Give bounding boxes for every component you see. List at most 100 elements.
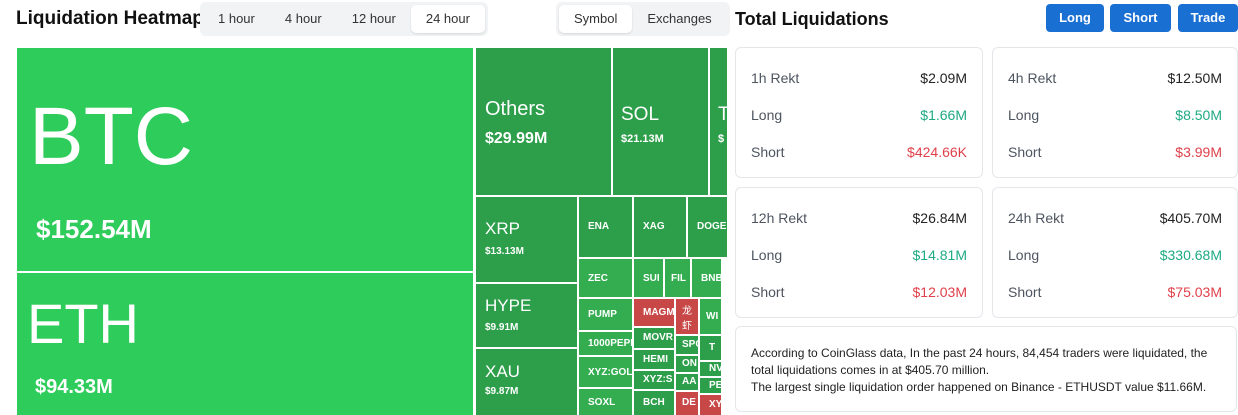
tile-magm[interactable]: MAGM [634, 299, 674, 326]
tile-xau-symbol: XAU [485, 362, 520, 381]
tile-ond[interactable]: ON [676, 356, 698, 372]
tile-movr[interactable]: MOVR [634, 328, 674, 348]
tile-zec[interactable]: ZEC [579, 259, 632, 297]
tile-xyzgold[interactable]: XYZ:GOL [579, 357, 632, 387]
card-24h-long-row: Long $330.68M [1008, 245, 1222, 265]
tile-xrp-symbol: XRP [485, 219, 520, 238]
tile-xyzs-symbol: XYZ:S [643, 374, 673, 385]
tile-sol-symbol: SOL [621, 104, 660, 125]
note-line-1: According to CoinGlass data, In the past… [751, 346, 1208, 360]
group-option-symbol[interactable]: Symbol [559, 5, 633, 33]
tile-zec-symbol: ZEC [588, 273, 608, 284]
card-label: 12h Rekt [751, 210, 808, 226]
time-option-1h[interactable]: 1 hour [218, 11, 255, 26]
tile-pump[interactable]: PUMP [579, 299, 632, 330]
card-total: $405.70M [1159, 210, 1222, 226]
note-line-3: The largest single liquidation order hap… [751, 380, 1207, 394]
card-12h-rekt: 12h Rekt $26.84M Long $14.81M Short $12.03M [735, 187, 983, 318]
long-button[interactable]: Long [1046, 4, 1104, 32]
tile-eth[interactable]: ETH $94.33M [17, 273, 473, 415]
tile-ond-symbol: ON [682, 358, 697, 369]
card-4h-short-row: Short $3.99M [1008, 142, 1222, 162]
tile-t[interactable]: T $ [710, 48, 727, 195]
tile-ena-symbol: ENA [588, 221, 610, 232]
card-total: $26.84M [912, 210, 967, 226]
tile-xrp-value: $13.13M [485, 246, 524, 257]
card-total: $2.09M [920, 70, 967, 86]
tile-hype[interactable]: HYPE $9.91M [476, 284, 577, 347]
short-value: $3.99M [1175, 144, 1222, 160]
tile-t2[interactable]: T [700, 336, 721, 360]
short-label: Short [751, 284, 785, 300]
tile-t2-symbol: T [709, 342, 716, 353]
group-option-exchanges[interactable]: Exchanges [647, 11, 712, 26]
time-option-24h[interactable]: 24 hour [410, 5, 485, 33]
tile-spo-symbol: SPO [682, 339, 698, 350]
tile-movr-symbol: MOVR [643, 332, 673, 343]
tile-bnb[interactable]: BNB [692, 259, 721, 297]
tile-cn-token[interactable]: 龙 虾 [676, 299, 698, 334]
card-4h-long-row: Long $8.50M [1008, 105, 1222, 125]
liquidation-summary-note: According to CoinGlass data, In the past… [735, 326, 1237, 412]
tile-hemi-symbol: HEMI [643, 354, 668, 365]
tile-bch[interactable]: BCH [634, 391, 674, 415]
tile-aa[interactable]: AA [676, 374, 698, 390]
card-24h-total-row: 24h Rekt $405.70M [1008, 208, 1222, 228]
short-label: Short [1008, 284, 1042, 300]
short-label: Short [1008, 144, 1042, 160]
long-label: Long [751, 247, 783, 263]
liquidation-heatmap: BTC $152.54M ETH $94.33M Others $29.99M … [0, 40, 727, 415]
card-4h-total-row: 4h Rekt $12.50M [1008, 68, 1222, 88]
tile-xyzs[interactable]: XYZ:S [634, 371, 674, 389]
tile-doge[interactable]: DOGE [688, 197, 727, 257]
card-1h-total-row: 1h Rekt $2.09M [751, 68, 967, 88]
tile-hype-symbol: HYPE [485, 296, 532, 315]
tile-btc[interactable]: BTC $152.54M [17, 48, 473, 271]
card-1h-long-row: Long $1.66M [751, 105, 967, 125]
short-value: $424.66K [907, 144, 967, 160]
long-label: Long [1008, 107, 1040, 123]
tile-1000pepe[interactable]: 1000PEPE [579, 332, 632, 355]
tile-magm-symbol: MAGM [643, 307, 674, 318]
tile-xau-value: $9.87M [485, 386, 519, 397]
short-button[interactable]: Short [1110, 4, 1171, 32]
tile-wi[interactable]: WI [700, 299, 721, 334]
tile-de[interactable]: DE [676, 392, 698, 415]
tile-spo[interactable]: SPO [676, 336, 698, 354]
tile-pe[interactable]: PE [700, 378, 721, 393]
tile-sui[interactable]: SUI [634, 259, 663, 297]
tile-nv[interactable]: NV [700, 362, 721, 376]
tile-hemi[interactable]: HEMI [634, 350, 674, 369]
tile-bch-symbol: BCH [643, 397, 665, 408]
tile-sol-value: $21.13M [621, 133, 664, 145]
tile-wi-symbol: WI [706, 311, 719, 322]
tile-xrp[interactable]: XRP $13.13M [476, 197, 577, 282]
tile-btc-value: $152.54M [36, 214, 152, 244]
long-label: Long [751, 107, 783, 123]
tile-soxl-symbol: SOXL [588, 397, 616, 408]
total-liquidations-title: Total Liquidations [735, 9, 889, 29]
tile-soxl[interactable]: SOXL [579, 389, 632, 415]
tile-de-symbol: DE [682, 397, 696, 408]
trade-button[interactable]: Trade [1178, 4, 1238, 32]
tile-xy-symbol: XY [709, 399, 721, 410]
tile-btc-symbol: BTC [29, 91, 193, 182]
tile-eth-symbol: ETH [27, 292, 139, 355]
tile-cn-long-char: 龙 [682, 306, 692, 317]
time-option-4h[interactable]: 4 hour [284, 11, 322, 26]
tile-others[interactable]: Others $29.99M [476, 48, 611, 195]
tile-xau[interactable]: XAU $9.87M [476, 349, 577, 415]
tile-sol[interactable]: SOL $21.13M [613, 48, 708, 195]
tile-xag[interactable]: XAG [634, 197, 686, 257]
tile-fil-symbol: FIL [671, 273, 686, 284]
tile-ena[interactable]: ENA [579, 197, 632, 257]
note-line-2: total liquidations comes in at $405.70 m… [751, 363, 990, 377]
tile-xy[interactable]: XY [700, 395, 721, 415]
tile-nv-symbol: NV [709, 363, 721, 374]
card-12h-long-row: Long $14.81M [751, 245, 967, 265]
tile-fil[interactable]: FIL [665, 259, 690, 297]
card-12h-short-row: Short $12.03M [751, 282, 967, 302]
tile-others-value: $29.99M [485, 130, 548, 147]
long-label: Long [1008, 247, 1040, 263]
time-option-12h[interactable]: 12 hour [351, 11, 396, 26]
